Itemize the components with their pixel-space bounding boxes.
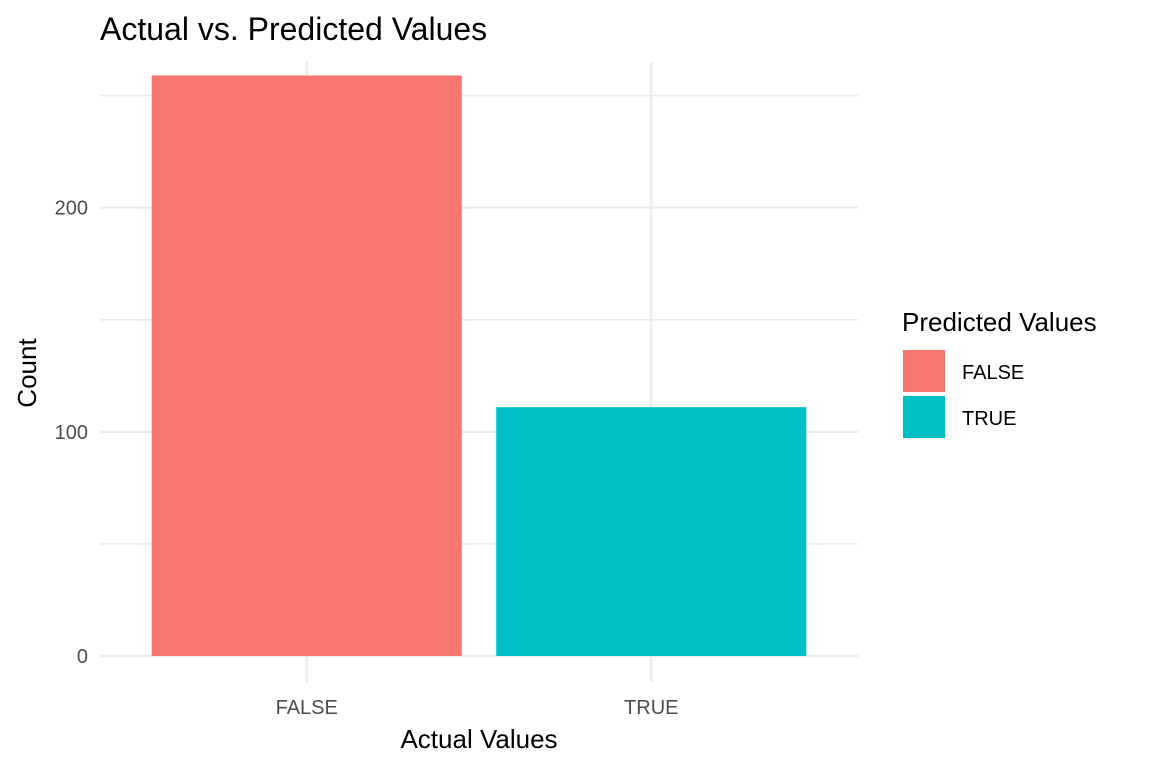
y-axis-title: Count (12, 338, 42, 408)
x-tick-label: FALSE (276, 697, 338, 719)
y-axis-ticks: 0 100 200 (55, 198, 88, 668)
legend-key-false (903, 350, 945, 392)
x-tick-label: TRUE (624, 697, 678, 719)
bar-false (151, 75, 462, 657)
x-axis-title: Actual Values (400, 724, 557, 754)
legend-entries: FALSE TRUE (903, 350, 1024, 438)
y-tick-label: 200 (55, 198, 88, 220)
chart-title: Actual vs. Predicted Values (100, 11, 487, 47)
legend-key-true (903, 396, 945, 438)
y-tick-label: 0 (77, 646, 88, 668)
legend-label-true: TRUE (962, 408, 1016, 430)
legend: Predicted Values FALSE TRUE (902, 307, 1097, 438)
y-tick-label: 100 (55, 422, 88, 444)
legend-title: Predicted Values (902, 307, 1097, 337)
legend-label-false: FALSE (962, 362, 1024, 384)
x-axis-ticks: FALSE TRUE (276, 697, 679, 719)
bars (151, 75, 807, 657)
bar-true (496, 407, 807, 656)
